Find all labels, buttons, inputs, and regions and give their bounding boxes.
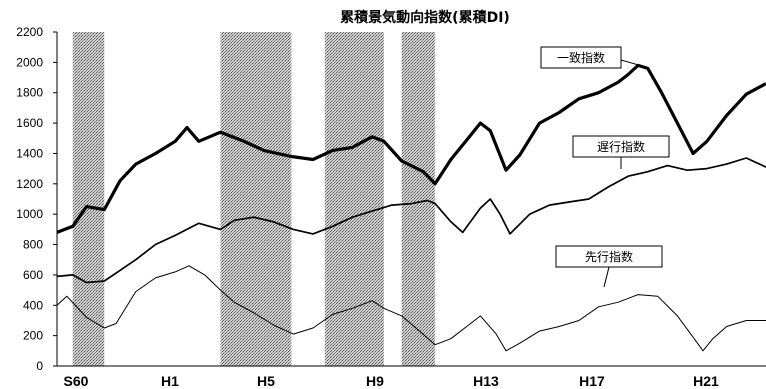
annotation-label: 先行指数 bbox=[585, 249, 633, 264]
line-coincident bbox=[56, 63, 766, 234]
y-tick-labels: 0 200 400 600 800 1000 1200 1400 1600 1800 2000 220… bbox=[16, 25, 43, 373]
annotation-leading: 先行指数 bbox=[555, 245, 663, 288]
y-tick-label: 0 bbox=[36, 359, 43, 373]
annotation-leader bbox=[603, 266, 610, 288]
annotation-coincident: 一致指数 bbox=[540, 46, 643, 69]
annotation-lagging: 遅行指数 bbox=[572, 135, 670, 169]
annotation-leader bbox=[620, 59, 643, 67]
y-tick-label: 1400 bbox=[16, 146, 43, 160]
recession-shading bbox=[72, 32, 436, 366]
y-tick-label: 1000 bbox=[16, 207, 43, 221]
y-tick-label: 200 bbox=[23, 329, 43, 343]
recession-band-2 bbox=[220, 32, 292, 366]
x-tick-label: H1 bbox=[161, 373, 179, 389]
x-tick-label: H5 bbox=[257, 373, 275, 389]
y-tick-label: 1800 bbox=[16, 86, 43, 100]
y-tick-label: 2200 bbox=[16, 25, 43, 39]
y-tick-label: 2000 bbox=[16, 55, 43, 69]
x-tick-labels: S60 H1 H5 H9 H13 H17 H21 bbox=[64, 373, 720, 389]
annotation-box bbox=[540, 46, 622, 69]
chart-title: 累積景気動向指数(累積DI) bbox=[340, 9, 510, 26]
series-lines bbox=[56, 63, 766, 352]
annotation-box bbox=[572, 135, 670, 158]
x-tick-label: S60 bbox=[64, 373, 89, 389]
y-tick-label: 600 bbox=[23, 268, 43, 282]
recession-band-4 bbox=[401, 32, 436, 366]
x-tick-label: H21 bbox=[693, 373, 719, 389]
y-tick-label: 1200 bbox=[16, 177, 43, 191]
annotation-label: 遅行指数 bbox=[597, 139, 645, 154]
line-leading bbox=[56, 265, 766, 352]
x-tick-label: H13 bbox=[473, 373, 499, 389]
line-lagging bbox=[56, 157, 766, 284]
recession-band-1 bbox=[72, 32, 105, 366]
y-tick-label: 1600 bbox=[16, 116, 43, 130]
annotation-box bbox=[555, 245, 663, 268]
y-tick-label: 400 bbox=[23, 298, 43, 312]
y-axis bbox=[53, 31, 58, 367]
annotation-label: 一致指数 bbox=[557, 50, 605, 65]
x-tick-label: H9 bbox=[366, 373, 384, 389]
y-tick-label: 800 bbox=[23, 238, 43, 252]
recession-band-3 bbox=[324, 32, 384, 366]
x-tick-label: H17 bbox=[579, 373, 605, 389]
